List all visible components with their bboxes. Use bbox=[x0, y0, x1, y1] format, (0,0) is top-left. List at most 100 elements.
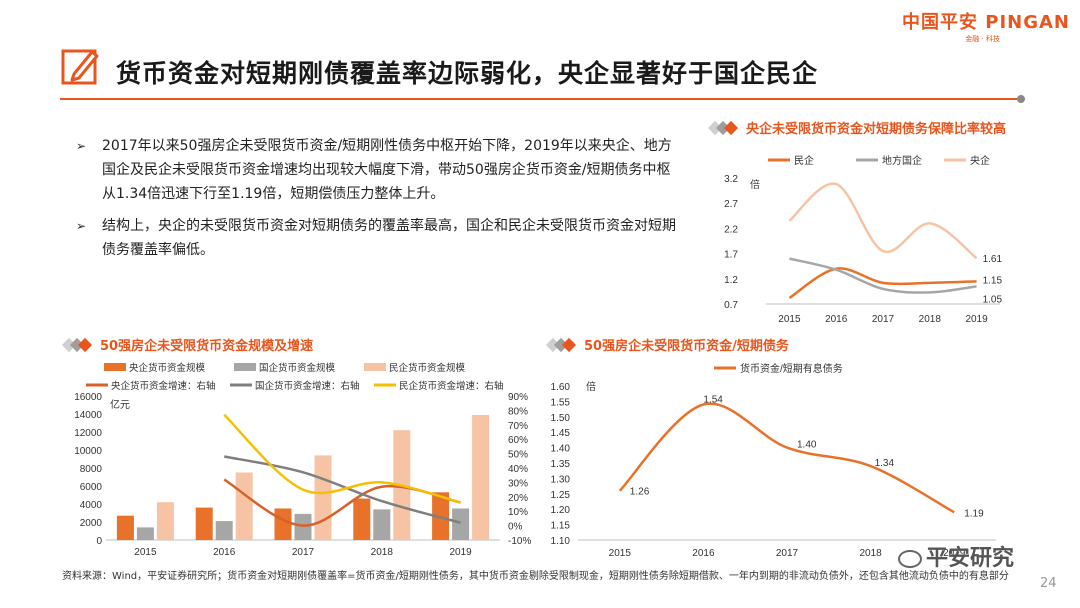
legend-label: 货币资金/短期有息债务 bbox=[740, 362, 843, 375]
y-tick-label: 16000 bbox=[74, 392, 102, 403]
diamond-icon bbox=[545, 337, 578, 353]
data-label: 1.61 bbox=[983, 254, 1003, 265]
y-tick-label: 0.7 bbox=[724, 300, 738, 311]
x-tick-label: 2016 bbox=[692, 548, 715, 559]
bar bbox=[215, 521, 233, 540]
bullet-item: ➢ 结构上，央企的未受限货币资金对短期债务的覆盖率最高，国企和民企未受限货币资金… bbox=[76, 214, 676, 262]
bullet-item: ➢ 2017年以来50强房企未受限货币资金/短期刚性债务中枢开始下降，2019年… bbox=[76, 134, 676, 206]
bar bbox=[314, 455, 332, 540]
y-tick-label: 1.10 bbox=[551, 536, 571, 547]
legend-swatch bbox=[234, 363, 256, 371]
bullet-text: 结构上，央企的未受限货币资金对短期债务的覆盖率最高，国企和民企未受限货币资金对短… bbox=[102, 218, 676, 258]
y2-tick-label: 10% bbox=[508, 507, 528, 518]
x-tick-label: 2018 bbox=[371, 547, 394, 556]
x-tick-label: 2015 bbox=[609, 548, 632, 559]
series-line bbox=[789, 257, 977, 294]
chart2-title: 50强房企未受限货币资金规模及增速 bbox=[100, 339, 314, 354]
y-tick-label: 1.25 bbox=[551, 490, 571, 501]
series-line bbox=[618, 402, 955, 514]
y2-tick-label: 90% bbox=[508, 392, 528, 403]
x-tick-label: 2015 bbox=[134, 547, 157, 556]
y-tick-label: 10000 bbox=[74, 446, 102, 457]
y-tick-label: 12000 bbox=[74, 428, 102, 439]
x-tick-label: 2019 bbox=[965, 314, 988, 325]
y-tick-label: 1.50 bbox=[551, 413, 571, 424]
bar bbox=[373, 509, 391, 540]
y-tick-label: 1.30 bbox=[551, 474, 571, 485]
y-axis-unit: 倍 bbox=[750, 178, 760, 191]
y-tick-label: 14000 bbox=[74, 410, 102, 421]
y-tick-label: 2.7 bbox=[724, 199, 738, 210]
chart3-header: 50强房企未受限货币资金/短期债务 bbox=[545, 335, 789, 354]
series-line bbox=[788, 267, 977, 300]
y-tick-label: 1.15 bbox=[551, 521, 571, 532]
legend-label: 央企 bbox=[970, 154, 990, 167]
bullet-text: 2017年以来50强房企未受限货币资金/短期刚性债务中枢开始下降，2019年以来… bbox=[102, 138, 672, 202]
watermark-text: 平安研究 bbox=[926, 546, 1015, 571]
data-label: 1.05 bbox=[983, 294, 1003, 305]
diamond-icon bbox=[707, 120, 740, 136]
x-tick-label: 2018 bbox=[859, 548, 882, 559]
y2-tick-label: 30% bbox=[508, 478, 528, 489]
y2-tick-label: 20% bbox=[508, 493, 528, 504]
pen-square-icon bbox=[61, 49, 99, 85]
data-label: 1.26 bbox=[630, 487, 650, 498]
source-footnote: 资料来源：Wind，平安证券研究所；货币资金对短期刚债覆盖率=货币资金/短期刚性… bbox=[62, 571, 1009, 582]
y-axis-unit: 倍 bbox=[586, 380, 596, 393]
bar bbox=[274, 508, 292, 540]
wechat-icon bbox=[898, 550, 922, 568]
data-label: 1.19 bbox=[964, 508, 984, 519]
legend-label: 国企货币资金规模 bbox=[259, 362, 336, 374]
bar bbox=[195, 507, 213, 540]
y-tick-label: 1.60 bbox=[551, 382, 571, 393]
y2-tick-label: 60% bbox=[508, 435, 528, 446]
bar bbox=[156, 502, 174, 540]
bar bbox=[235, 472, 253, 540]
x-tick-label: 2015 bbox=[778, 314, 801, 325]
data-label: 1.54 bbox=[703, 394, 723, 405]
series-line bbox=[788, 182, 978, 260]
data-label: 1.34 bbox=[875, 458, 895, 469]
y-tick-label: 2000 bbox=[80, 518, 103, 529]
diamond-icon bbox=[61, 337, 94, 353]
bar bbox=[136, 527, 154, 540]
bullet-arrow-icon: ➢ bbox=[76, 139, 87, 153]
bar bbox=[294, 513, 312, 540]
logo-text: 中国平安 PINGAN bbox=[902, 12, 1070, 33]
y-tick-label: 2.2 bbox=[724, 224, 738, 235]
chart1-title: 央企未受限货币资金对短期债务保障比率较高 bbox=[746, 122, 1007, 137]
y2-tick-label: 0% bbox=[508, 522, 523, 533]
x-tick-label: 2016 bbox=[213, 547, 236, 556]
y2-tick-label: 50% bbox=[508, 450, 528, 461]
y-tick-label: 1.35 bbox=[551, 459, 571, 470]
page-number: 24 bbox=[1040, 576, 1057, 591]
bar bbox=[452, 508, 470, 540]
y-tick-label: 4000 bbox=[80, 500, 103, 511]
y2-tick-label: 40% bbox=[508, 464, 528, 475]
legend-label: 国企货币资金增速：右轴 bbox=[255, 380, 360, 392]
y-tick-label: 1.2 bbox=[724, 275, 738, 286]
bar bbox=[116, 515, 134, 540]
y-tick-label: 6000 bbox=[80, 482, 103, 493]
watermark: 平安研究 bbox=[898, 540, 1014, 572]
logo-tagline: 金融 · 科技 bbox=[965, 35, 1000, 43]
x-tick-label: 2019 bbox=[449, 547, 472, 556]
legend-label: 地方国企 bbox=[882, 154, 922, 167]
legend-label: 央企货币资金增速：右轴 bbox=[111, 380, 216, 392]
y-tick-label: 1.7 bbox=[724, 250, 738, 261]
x-tick-label: 2017 bbox=[776, 548, 799, 559]
x-tick-label: 2017 bbox=[872, 314, 895, 325]
series-line bbox=[223, 413, 461, 504]
y2-tick-label: 80% bbox=[508, 406, 528, 417]
legend-label: 央企货币资金规模 bbox=[129, 362, 206, 374]
x-tick-label: 2017 bbox=[292, 547, 315, 556]
legend-label: 民企货币资金规模 bbox=[389, 362, 466, 374]
legend-swatch bbox=[104, 363, 126, 371]
chart1-svg: 民企 地方国企 央企倍 0.7 1.2 1.7 2.2 2.7 3.2 2015 2016 2017 2… bbox=[724, 154, 1003, 325]
brand-logo: 中国平安 PINGAN 金融 · 科技 bbox=[880, 8, 1070, 44]
x-tick-label: 2016 bbox=[825, 314, 848, 325]
y-tick-label: 8000 bbox=[80, 464, 103, 475]
